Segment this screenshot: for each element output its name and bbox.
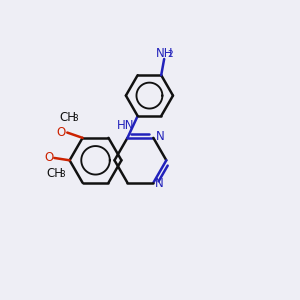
Text: 3: 3 <box>60 170 65 179</box>
Text: NH: NH <box>155 46 173 60</box>
Text: CH: CH <box>59 111 76 124</box>
Text: HN: HN <box>117 119 135 132</box>
Text: 2: 2 <box>168 50 173 59</box>
Text: N: N <box>156 130 164 143</box>
Text: CH: CH <box>46 167 63 180</box>
Text: O: O <box>44 152 53 164</box>
Text: N: N <box>155 177 164 190</box>
Text: 3: 3 <box>73 114 78 123</box>
Text: O: O <box>57 126 66 139</box>
